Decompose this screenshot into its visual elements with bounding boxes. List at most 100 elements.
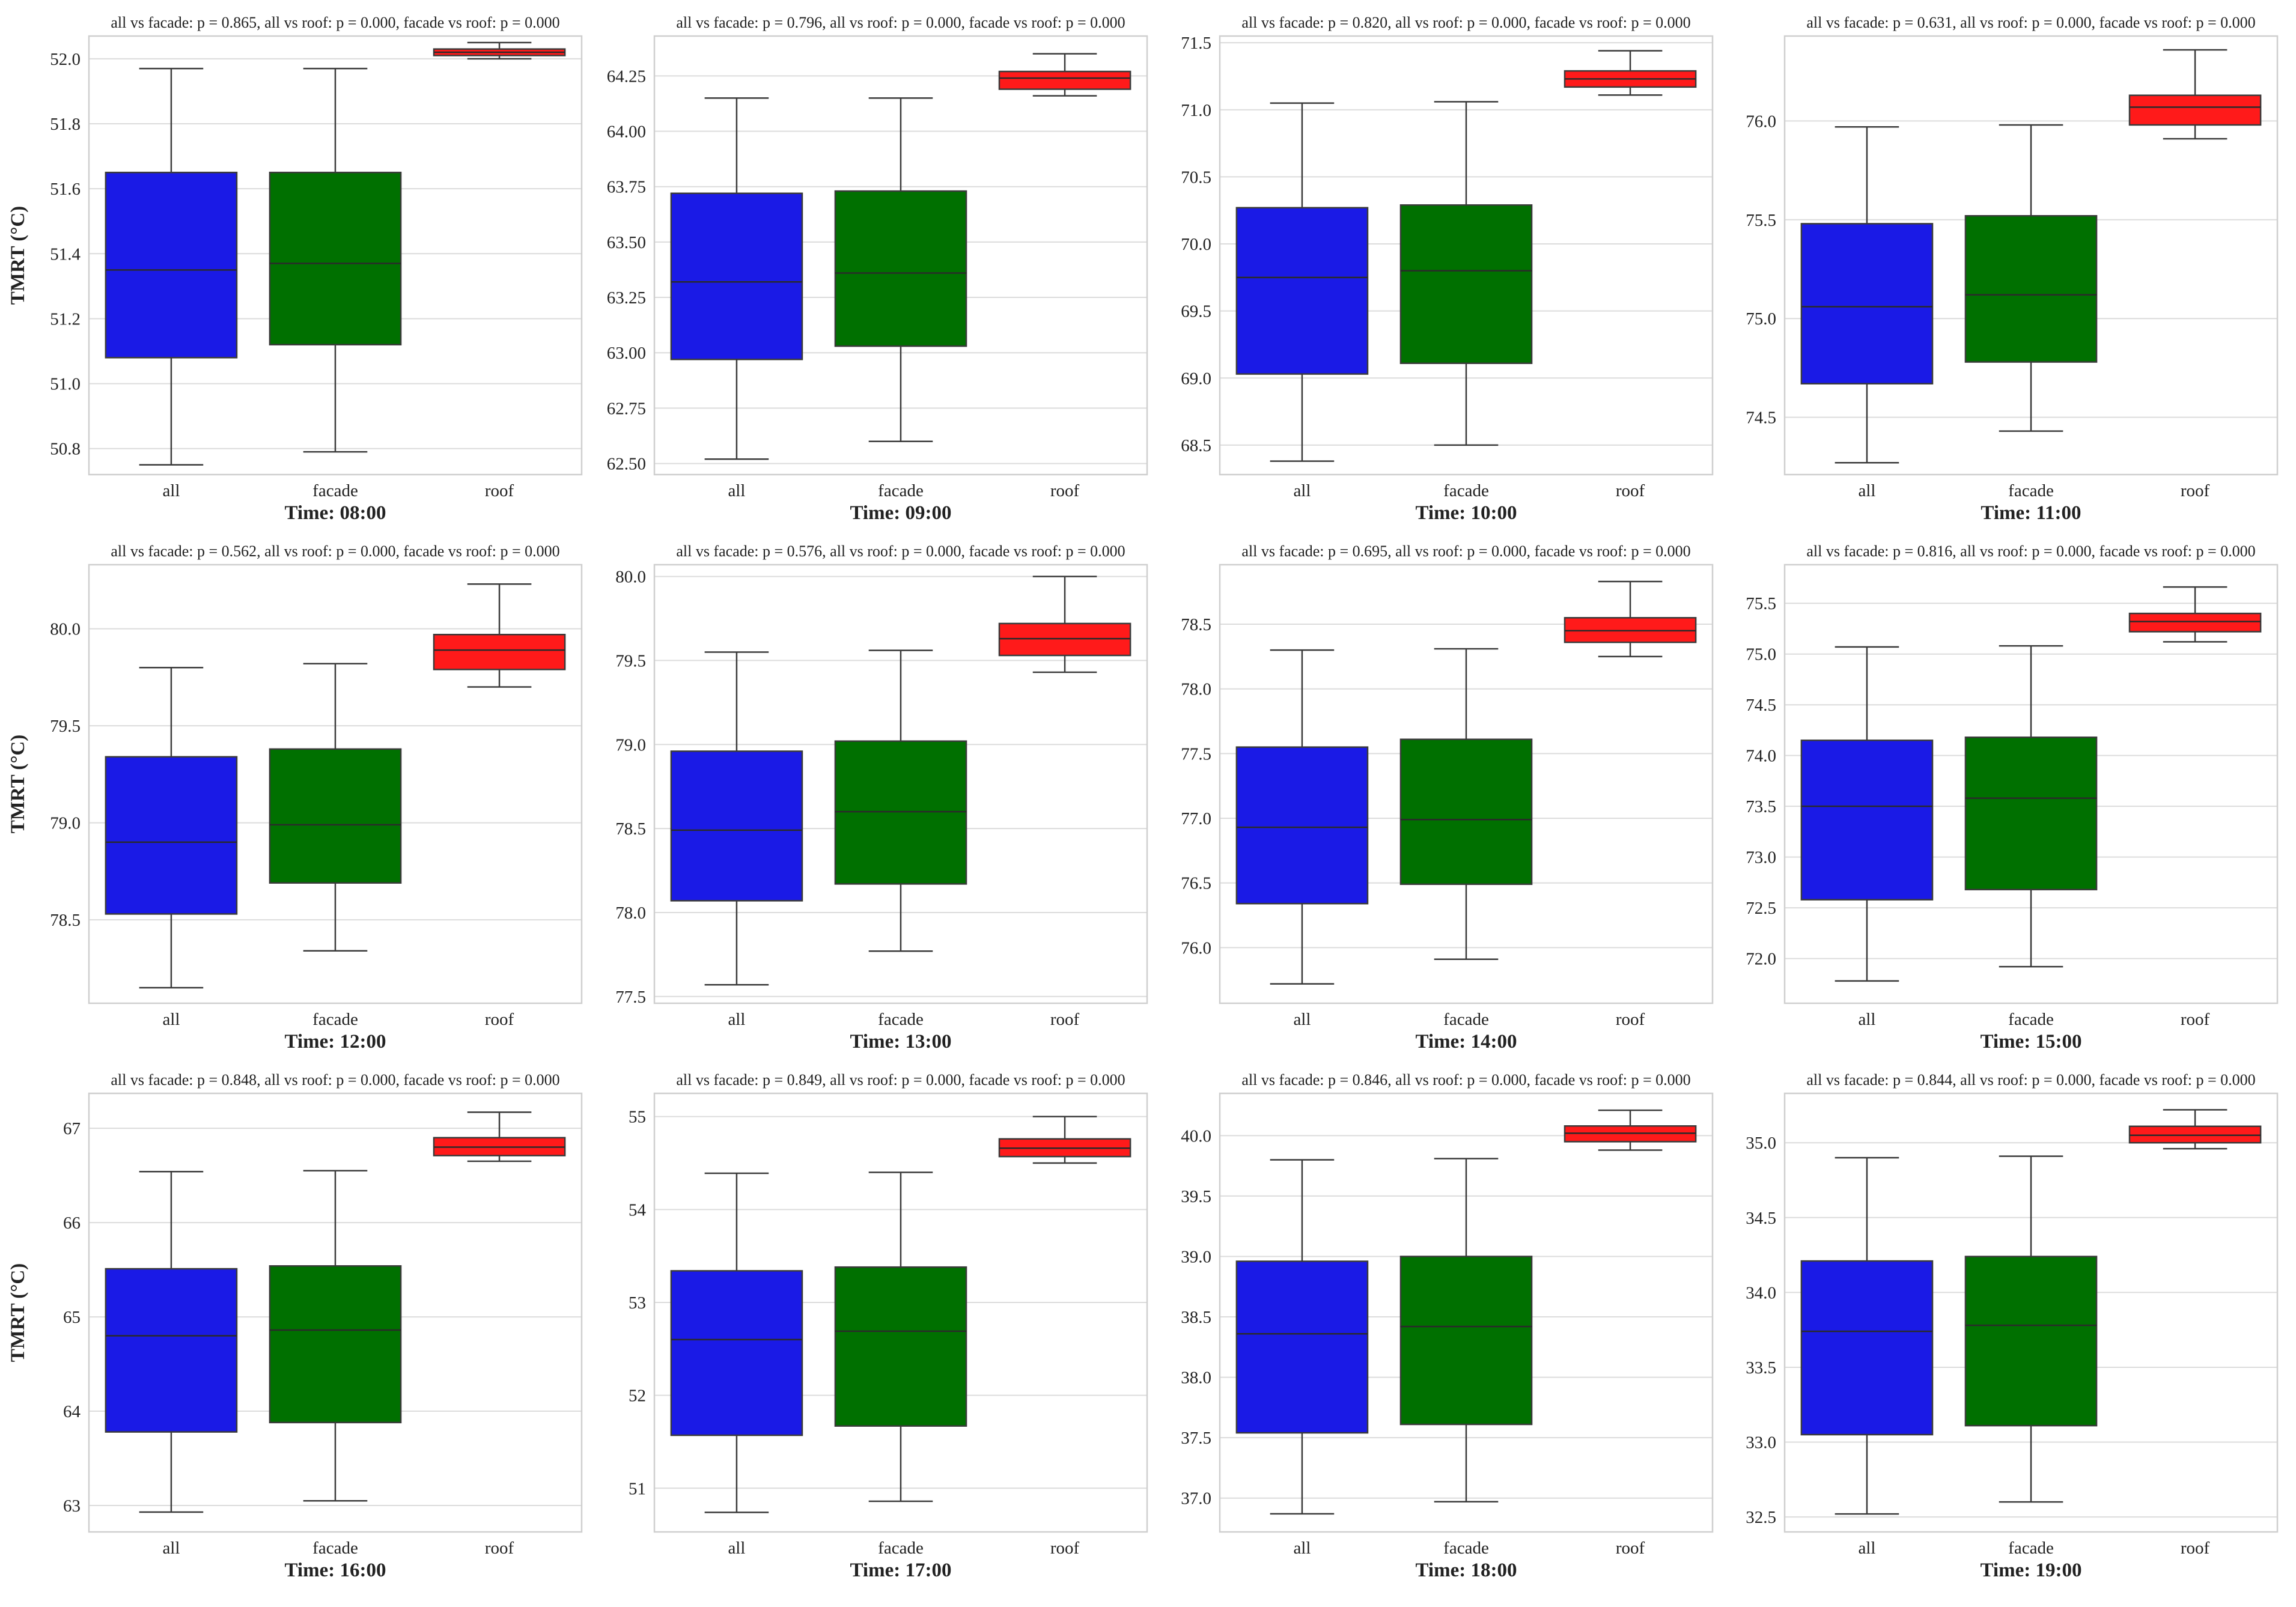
- x-tick-label: all: [162, 1539, 180, 1558]
- iqr-box: [105, 756, 238, 915]
- y-tick-label: 69.0: [1181, 369, 1211, 388]
- y-tick-label: 38.5: [1181, 1308, 1211, 1327]
- y-tick-label: 63: [63, 1496, 81, 1516]
- chart-panel-5: 78.5 79.0 79.5 80.0 all facade roof all vs faca…: [7, 542, 583, 1053]
- panel-title: all vs facade: p = 0.844, all vs roof: p…: [1806, 1071, 2255, 1089]
- box-all: [105, 666, 238, 989]
- y-tick-label: 54: [629, 1200, 647, 1220]
- iqr-box: [1800, 223, 1934, 384]
- iqr-box: [1399, 738, 1533, 886]
- iqr-box: [1235, 207, 1369, 375]
- y-tick-label: 40.0: [1181, 1126, 1211, 1146]
- y-tick-label: 63.25: [607, 288, 646, 308]
- x-tick-label: roof: [485, 1539, 514, 1558]
- box-facade: [1399, 1158, 1533, 1502]
- y-tick-label: 74.0: [1746, 747, 1776, 766]
- box-facade: [1399, 101, 1533, 446]
- y-tick-label: 62.50: [607, 455, 646, 474]
- y-tick-label: 71.5: [1181, 34, 1211, 53]
- y-tick-label: 32.5: [1746, 1508, 1776, 1527]
- y-tick-label: 64: [63, 1402, 81, 1421]
- box-all: [105, 1171, 238, 1513]
- y-tick-label: 71.0: [1181, 101, 1211, 120]
- y-tick-label: 74.5: [1746, 696, 1776, 715]
- x-axis-label: Time: 08:00: [285, 502, 386, 524]
- iqr-box: [1800, 1260, 1934, 1436]
- iqr-box: [1964, 1256, 2098, 1427]
- box-roof: [433, 1111, 566, 1162]
- x-axis-label: Time: 12:00: [285, 1031, 386, 1053]
- iqr-box: [2128, 612, 2262, 633]
- iqr-box: [105, 171, 238, 359]
- x-tick-label: facade: [312, 481, 358, 500]
- iqr-box: [269, 748, 402, 884]
- y-tick-label: 80.0: [615, 568, 646, 587]
- x-tick-label: roof: [1616, 481, 1645, 500]
- x-tick-label: facade: [878, 1539, 924, 1558]
- box-all: [1235, 649, 1369, 985]
- y-tick-label: 70.0: [1181, 235, 1211, 254]
- y-tick-label: 72.0: [1746, 950, 1776, 969]
- y-tick-label: 39.0: [1181, 1247, 1211, 1266]
- x-tick-label: facade: [878, 1010, 924, 1029]
- y-axis-label: TMRT (°C): [7, 735, 29, 834]
- y-tick-label: 35.0: [1746, 1134, 1776, 1153]
- x-axis-label: Time: 11:00: [1981, 502, 2081, 524]
- box-all: [1235, 102, 1369, 462]
- plot-frame: [1219, 1092, 1714, 1533]
- box-facade: [834, 649, 967, 952]
- x-tick-label: facade: [312, 1010, 358, 1029]
- y-tick-label: 34.5: [1746, 1209, 1776, 1228]
- x-tick-label: facade: [1443, 1010, 1489, 1029]
- iqr-box: [834, 190, 967, 347]
- box-all: [1800, 646, 1934, 982]
- box-all: [1800, 126, 1934, 464]
- y-tick-label: 75.5: [1746, 211, 1776, 230]
- y-tick-label: 74.5: [1746, 409, 1776, 428]
- x-tick-label: roof: [485, 1010, 514, 1029]
- box-roof: [1564, 1109, 1697, 1151]
- y-tick-label: 63.00: [607, 344, 646, 363]
- iqr-box: [670, 750, 803, 902]
- x-tick-label: roof: [1050, 1010, 1080, 1029]
- y-axis-label: TMRT (°C): [7, 206, 29, 305]
- y-tick-label: 67: [63, 1119, 81, 1138]
- y-tick-label: 73.0: [1746, 848, 1776, 867]
- plot-frame: [653, 564, 1148, 1004]
- panel-title: all vs facade: p = 0.865, all vs roof: p…: [111, 14, 559, 31]
- x-tick-label: roof: [1050, 1539, 1080, 1558]
- box-facade: [269, 1170, 402, 1502]
- y-tick-label: 34.0: [1746, 1283, 1776, 1302]
- box-roof: [433, 583, 566, 688]
- y-tick-label: 68.5: [1181, 436, 1211, 455]
- chart-panel-4: 74.5 75.0 75.5 76.0 all facade roof all vs faca…: [1746, 14, 2279, 524]
- panel-title: all vs facade: p = 0.562, all vs roof: p…: [111, 542, 559, 560]
- box-roof: [433, 41, 566, 60]
- plot-frame: [653, 1092, 1148, 1533]
- y-axis-label: TMRT (°C): [7, 1263, 29, 1362]
- chart-panel-12: 32.5 33.0 33.5 34.0 34.5 35.0 all facade roof all…: [1746, 1071, 2279, 1581]
- panel-title: all vs facade: p = 0.631, all vs roof: p…: [1806, 14, 2255, 31]
- x-axis-label: Time: 10:00: [1416, 502, 1517, 524]
- box-facade: [1964, 1155, 2098, 1503]
- iqr-box: [998, 622, 1131, 657]
- x-tick-label: roof: [2181, 1539, 2210, 1558]
- plot-frame: [1783, 1092, 2279, 1533]
- iqr-box: [670, 1270, 803, 1436]
- box-roof: [1564, 50, 1697, 96]
- panel-title: all vs facade: p = 0.848, all vs roof: p…: [111, 1071, 559, 1089]
- chart-panel-1: 50.8 51.0 51.2 51.4 51.6 51.8 52.0 all facade roo…: [7, 14, 583, 524]
- y-tick-label: 33.5: [1746, 1358, 1776, 1378]
- iqr-box: [269, 1265, 402, 1424]
- x-tick-label: roof: [2181, 1010, 2210, 1029]
- iqr-box: [1964, 737, 2098, 890]
- box-all: [670, 1172, 803, 1513]
- y-tick-label: 65: [63, 1308, 81, 1327]
- x-axis-label: Time: 15:00: [1981, 1031, 2082, 1053]
- x-tick-label: roof: [2181, 481, 2210, 500]
- x-tick-label: facade: [1443, 1539, 1489, 1558]
- x-tick-label: roof: [1050, 481, 1080, 500]
- box-roof: [2128, 1109, 2262, 1150]
- iqr-box: [1235, 1260, 1369, 1434]
- panel-title: all vs facade: p = 0.849, all vs roof: p…: [676, 1071, 1125, 1089]
